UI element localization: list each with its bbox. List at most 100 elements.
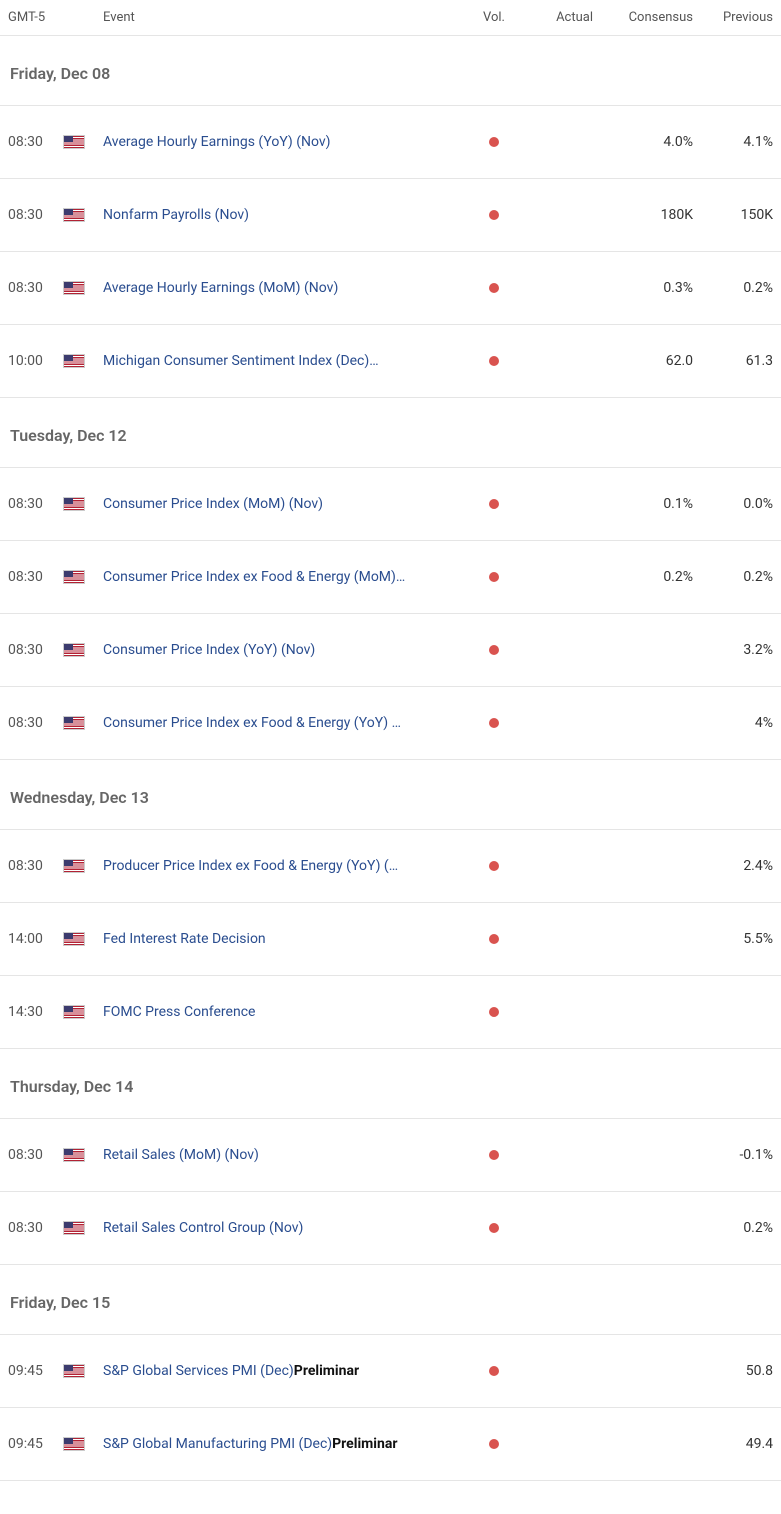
event-previous: 49.4	[693, 1436, 773, 1452]
event-previous: 4.1%	[693, 134, 773, 150]
event-previous: 50.8	[693, 1363, 773, 1379]
event-row[interactable]: 08:30Average Hourly Earnings (MoM) (Nov)…	[0, 252, 781, 325]
volatility-dot-icon	[489, 1223, 499, 1233]
event-name[interactable]: Fed Interest Rate Decision	[103, 931, 475, 947]
event-name[interactable]: Producer Price Index ex Food & Energy (Y…	[103, 858, 475, 874]
event-volatility	[475, 718, 513, 728]
event-name[interactable]: Consumer Price Index (MoM) (Nov)	[103, 496, 475, 512]
event-flag	[63, 354, 103, 368]
event-flag	[63, 1437, 103, 1451]
event-time: 14:00	[8, 931, 63, 947]
event-flag	[63, 208, 103, 222]
event-previous: 150K	[693, 207, 773, 223]
event-name-text: Producer Price Index ex Food & Energy (Y…	[103, 858, 398, 874]
event-previous: 0.0%	[693, 496, 773, 512]
event-flag	[63, 1148, 103, 1162]
event-time: 08:30	[8, 1220, 63, 1236]
event-flag	[63, 1221, 103, 1235]
event-name[interactable]: Average Hourly Earnings (MoM) (Nov)	[103, 280, 475, 296]
event-row[interactable]: 08:30Nonfarm Payrolls (Nov)180K150K	[0, 179, 781, 252]
volatility-dot-icon	[489, 1150, 499, 1160]
event-row[interactable]: 08:30 Consumer Price Index ex Food & Ener…	[0, 687, 781, 760]
us-flag-icon	[63, 1437, 85, 1451]
event-volatility	[475, 861, 513, 871]
volatility-dot-icon	[489, 645, 499, 655]
event-name-text: S&P Global Services PMI (Dec)	[103, 1363, 294, 1379]
event-time: 09:45	[8, 1363, 63, 1379]
event-consensus: 4.0%	[593, 134, 693, 150]
us-flag-icon	[63, 716, 85, 730]
event-volatility	[475, 1366, 513, 1376]
event-row[interactable]: 14:00Fed Interest Rate Decision5.5%	[0, 903, 781, 976]
event-name-text: Consumer Price Index ex Food & Energy (Y…	[103, 715, 401, 731]
event-row[interactable]: 08:30Consumer Price Index (MoM) (Nov)0.1…	[0, 468, 781, 541]
event-previous: 0.2%	[693, 569, 773, 585]
volatility-dot-icon	[489, 1366, 499, 1376]
event-previous: 61.3	[693, 353, 773, 369]
event-row[interactable]: 14:30 FOMC Press Conference	[0, 976, 781, 1049]
event-volatility	[475, 137, 513, 147]
event-name[interactable]: Average Hourly Earnings (YoY) (Nov)	[103, 134, 475, 150]
volatility-dot-icon	[489, 499, 499, 509]
event-time: 09:45	[8, 1436, 63, 1452]
event-row[interactable]: 10:00Michigan Consumer Sentiment Index (…	[0, 325, 781, 398]
volatility-dot-icon	[489, 861, 499, 871]
event-row[interactable]: 09:45 S&P Global Services PMI (Dec)Prelim…	[0, 1335, 781, 1408]
event-previous: 0.2%	[693, 280, 773, 296]
event-row[interactable]: 09:45 S&P Global Manufacturing PMI (Dec)P…	[0, 1408, 781, 1481]
volatility-dot-icon	[489, 210, 499, 220]
event-name-text: Fed Interest Rate Decision	[103, 931, 266, 947]
date-header: Friday, Dec 08	[0, 36, 781, 106]
event-name-text: S&P Global Manufacturing PMI (Dec)	[103, 1436, 332, 1452]
event-row[interactable]: 08:30 Producer Price Index ex Food & Ener…	[0, 830, 781, 903]
event-name[interactable]: FOMC Press Conference	[103, 1004, 475, 1020]
event-name[interactable]: Consumer Price Index ex Food & Energy (M…	[103, 569, 475, 585]
volatility-dot-icon	[489, 356, 499, 366]
event-flag	[63, 643, 103, 657]
date-header: Friday, Dec 15	[0, 1265, 781, 1335]
event-volatility	[475, 283, 513, 293]
event-name-text: Michigan Consumer Sentiment Index (Dec)…	[103, 353, 379, 369]
event-name[interactable]: S&P Global Services PMI (Dec)Preliminar	[103, 1363, 475, 1379]
header-consensus: Consensus	[593, 10, 693, 25]
date-header: Wednesday, Dec 13	[0, 760, 781, 830]
event-name[interactable]: Nonfarm Payrolls (Nov)	[103, 207, 475, 223]
event-time: 14:30	[8, 1004, 63, 1020]
event-volatility	[475, 1439, 513, 1449]
event-suffix: Preliminar	[332, 1436, 397, 1452]
event-row[interactable]: 08:30Average Hourly Earnings (YoY) (Nov)…	[0, 106, 781, 179]
date-header: Tuesday, Dec 12	[0, 398, 781, 468]
event-name-text: Average Hourly Earnings (MoM) (Nov)	[103, 280, 338, 296]
us-flag-icon	[63, 1148, 85, 1162]
event-previous: -0.1%	[693, 1147, 773, 1163]
event-name[interactable]: S&P Global Manufacturing PMI (Dec)Prelim…	[103, 1436, 475, 1452]
event-time: 08:30	[8, 715, 63, 731]
volatility-dot-icon	[489, 1439, 499, 1449]
event-name[interactable]: Retail Sales Control Group (Nov)	[103, 1220, 475, 1236]
table-header: GMT-5EventVol.ActualConsensusPrevious	[0, 0, 781, 36]
event-row[interactable]: 08:30 Consumer Price Index ex Food & Ener…	[0, 541, 781, 614]
event-volatility	[475, 1007, 513, 1017]
header-event: Event	[103, 10, 475, 25]
event-volatility	[475, 645, 513, 655]
us-flag-icon	[63, 135, 85, 149]
event-name[interactable]: Retail Sales (MoM) (Nov)	[103, 1147, 475, 1163]
event-consensus: 62.0	[593, 353, 693, 369]
economic-calendar: GMT-5EventVol.ActualConsensusPreviousFri…	[0, 0, 781, 1481]
event-time: 08:30	[8, 858, 63, 874]
event-flag	[63, 281, 103, 295]
event-time: 08:30	[8, 496, 63, 512]
event-name-text: FOMC Press Conference	[103, 1004, 255, 1020]
event-row[interactable]: 08:30Consumer Price Index (YoY) (Nov)3.2…	[0, 614, 781, 687]
event-flag	[63, 716, 103, 730]
event-name[interactable]: Consumer Price Index ex Food & Energy (Y…	[103, 715, 475, 731]
volatility-dot-icon	[489, 283, 499, 293]
event-name[interactable]: Consumer Price Index (YoY) (Nov)	[103, 642, 475, 658]
event-name[interactable]: Michigan Consumer Sentiment Index (Dec)…	[103, 353, 475, 369]
event-row[interactable]: 08:30Retail Sales Control Group (Nov)0.2…	[0, 1192, 781, 1265]
event-previous: 2.4%	[693, 858, 773, 874]
us-flag-icon	[63, 497, 85, 511]
event-name-text: Consumer Price Index ex Food & Energy (M…	[103, 569, 405, 585]
event-time: 08:30	[8, 569, 63, 585]
event-row[interactable]: 08:30Retail Sales (MoM) (Nov)-0.1%	[0, 1119, 781, 1192]
